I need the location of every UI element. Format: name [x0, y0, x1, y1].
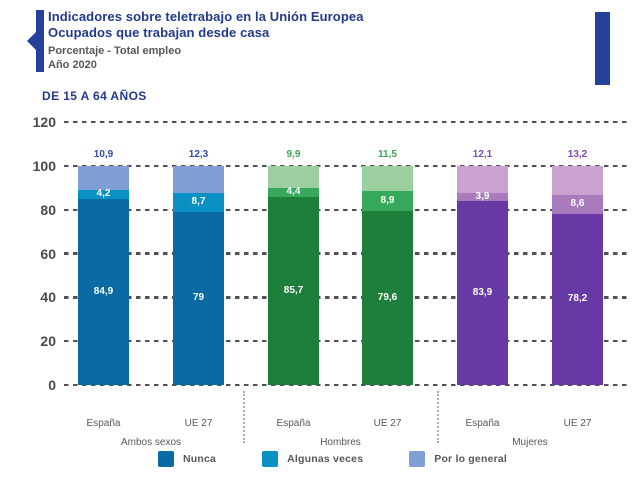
gridline-0 — [64, 383, 630, 387]
y-axis-label: 60 — [40, 245, 56, 262]
legend-swatch — [262, 451, 279, 467]
bar-segment-nunca — [173, 211, 224, 385]
legend-label: Algunas veces — [287, 453, 364, 465]
header: Indicadores sobre teletrabajo en la Unió… — [48, 9, 364, 72]
header-accent-bar-left — [36, 10, 44, 72]
left-arrow-icon — [27, 31, 37, 51]
y-axis-label: 0 — [48, 377, 56, 393]
bar-value-label: 83,9 — [472, 287, 493, 299]
y-axis-label: 20 — [40, 333, 56, 350]
bar-top-label: 10,9 — [93, 149, 114, 160]
chart-title-line2: Ocupados que trabajan desde casa — [48, 25, 270, 40]
gridline-40 — [64, 296, 630, 299]
legend-item: Nunca — [158, 451, 216, 467]
x-axis-label: España — [465, 418, 500, 429]
gridline-20 — [64, 339, 630, 343]
bar-segment-por-lo-general — [457, 166, 508, 193]
bar-segment-algunas-veces — [362, 191, 413, 211]
bar-top-label: 9,9 — [286, 149, 301, 160]
legend-label: Por lo general — [434, 453, 508, 465]
group-separator — [437, 391, 439, 443]
gridline-100 — [64, 164, 630, 168]
chart-title-line1: Indicadores sobre teletrabajo en la Unió… — [48, 9, 364, 24]
y-axis-label: 100 — [32, 158, 56, 174]
gridline-80 — [64, 208, 630, 212]
bar-value-label: 79,6 — [377, 291, 398, 303]
bar-segment-algunas-veces — [173, 192, 224, 212]
bar-segment-por-lo-general — [173, 166, 224, 193]
y-axis-label: 120 — [32, 114, 56, 131]
age-range-label: DE 15 A 64 AÑOS — [42, 89, 147, 103]
x-axis-label: UE 27 — [373, 418, 402, 429]
chart-subtitle-year: Año 2020 — [48, 59, 97, 71]
bar-segment-nunca — [78, 199, 129, 385]
bar-segment-por-lo-general — [78, 166, 129, 190]
chart-legend: Nunca Algunas veces Por lo general — [158, 451, 507, 467]
bar-value-label: 3,9 — [475, 190, 490, 202]
bar-segment-nunca — [457, 201, 508, 385]
x-axis-label: UE 27 — [184, 418, 213, 429]
bar-top-label: 12,1 — [472, 149, 493, 161]
y-axis-label: 40 — [40, 289, 56, 306]
bar-segment-nunca — [268, 197, 319, 385]
bar-value-label: 8,7 — [191, 196, 206, 208]
gridline-120 — [64, 120, 630, 124]
bar-value-label: 8,9 — [380, 194, 395, 206]
bar-value-label: 4,2 — [96, 188, 111, 200]
y-axis-label: 80 — [40, 201, 56, 218]
bar-value-label: 84,9 — [93, 286, 114, 298]
bar-segment-por-lo-general — [268, 166, 319, 188]
x-axis-label: UE 27 — [563, 418, 592, 429]
bar-segment-por-lo-general — [552, 166, 603, 195]
bar-value-label: 78,2 — [567, 293, 588, 305]
bar-segment-algunas-veces — [552, 194, 603, 214]
legend-label: Nunca — [183, 453, 217, 465]
bar-segment-algunas-veces — [78, 189, 129, 200]
header-accent-bar-right — [595, 12, 610, 85]
bar-value-label: 4,4 — [286, 186, 301, 198]
group-label-ambos-sexos: Ambos sexos — [120, 437, 182, 448]
bar-segment-nunca — [552, 213, 603, 385]
legend-item: Algunas veces — [262, 451, 363, 467]
legend-item: Por lo general — [409, 451, 507, 467]
group-separator — [243, 391, 245, 443]
bar-value-label: 79 — [192, 292, 205, 304]
chart-subtitle-units: Porcentaje - Total empleo — [48, 45, 182, 57]
x-axis-label: España — [276, 418, 311, 429]
legend-swatch — [158, 451, 174, 467]
group-label-hombres: Hombres — [320, 437, 361, 448]
bar-value-label: 8,6 — [570, 198, 585, 210]
group-label-mujeres: Mujeres — [512, 437, 548, 448]
bar-top-label: 12,3 — [188, 149, 209, 160]
bar-segment-nunca — [362, 210, 413, 385]
x-axis-label: España — [86, 418, 121, 429]
gridline-60 — [64, 252, 630, 255]
bar-segment-algunas-veces — [457, 192, 508, 202]
bar-top-label: 13,2 — [567, 149, 588, 160]
bar-segment-algunas-veces — [268, 187, 319, 198]
legend-swatch — [409, 451, 426, 467]
bar-top-label: 11,5 — [378, 149, 397, 160]
bar-value-label: 85,7 — [283, 285, 304, 297]
bar-segment-por-lo-general — [362, 166, 413, 192]
